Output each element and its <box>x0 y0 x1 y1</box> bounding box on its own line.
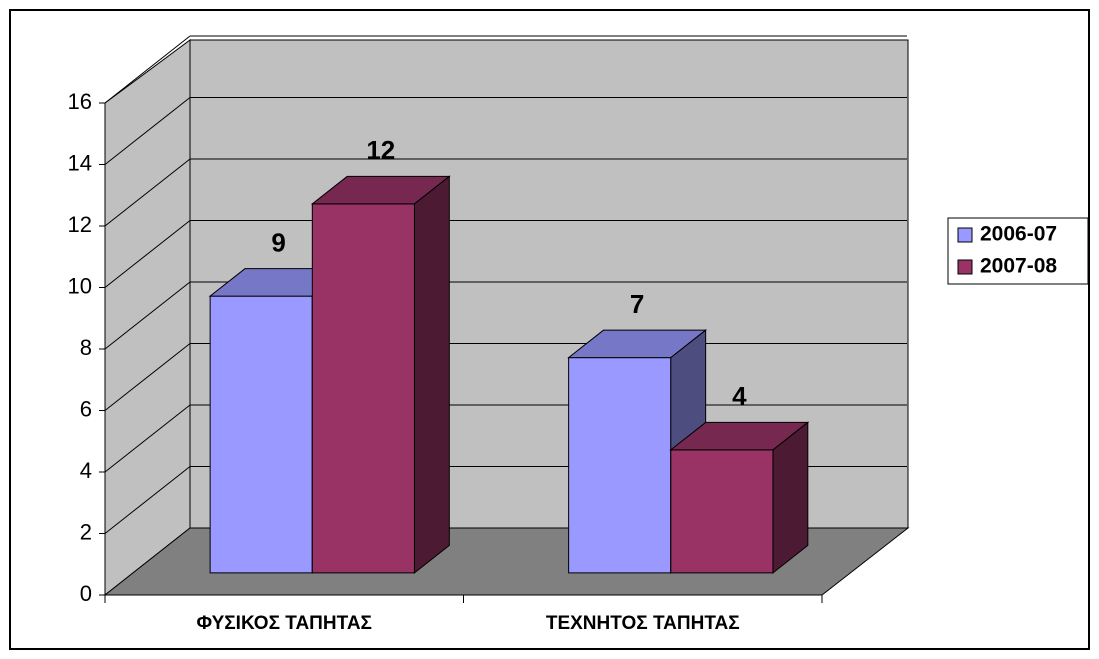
legend-label: 2007-08 <box>980 255 1057 278</box>
grid-line <box>104 158 191 227</box>
side-wall <box>104 39 191 597</box>
y-tick-label: 16 <box>68 89 92 114</box>
y-tick-label: 10 <box>68 273 92 298</box>
bar <box>669 421 810 574</box>
grid-line <box>104 343 191 411</box>
bar-front <box>311 203 415 574</box>
bar-side <box>772 421 809 574</box>
grid-line <box>104 220 191 288</box>
x-tick-label: ΦΥΣΙΚΟΣ ΤΑΠΗΤΑΣ <box>197 613 372 634</box>
grid-line <box>104 35 191 104</box>
grid-line <box>104 404 191 473</box>
y-tick-label: 6 <box>80 396 92 421</box>
y-tick-label: 8 <box>80 335 92 360</box>
data-label: 7 <box>630 289 644 319</box>
y-tick-label: 0 <box>80 581 92 606</box>
data-label: 12 <box>366 135 395 165</box>
grid-line <box>104 97 191 165</box>
bar-front <box>568 357 672 574</box>
grid-line <box>104 466 191 534</box>
y-tick-label: 14 <box>68 150 92 175</box>
bar-side <box>413 175 450 574</box>
y-tick-label: 2 <box>80 519 92 544</box>
legend-swatch <box>957 227 973 243</box>
grid-line <box>104 281 191 350</box>
data-label: 9 <box>271 227 285 257</box>
bar <box>310 175 451 574</box>
y-tick-label: 12 <box>68 212 92 237</box>
x-tick-label: ΤΕΧΝΗΤΟΣ ΤΑΠΗΤΑΣ <box>546 613 740 634</box>
legend-label: 2006-07 <box>980 223 1057 246</box>
data-label: 4 <box>732 381 747 411</box>
bar-front <box>670 449 774 574</box>
legend-swatch <box>957 259 973 275</box>
bar-front <box>209 295 313 574</box>
y-tick-label: 4 <box>80 458 92 483</box>
